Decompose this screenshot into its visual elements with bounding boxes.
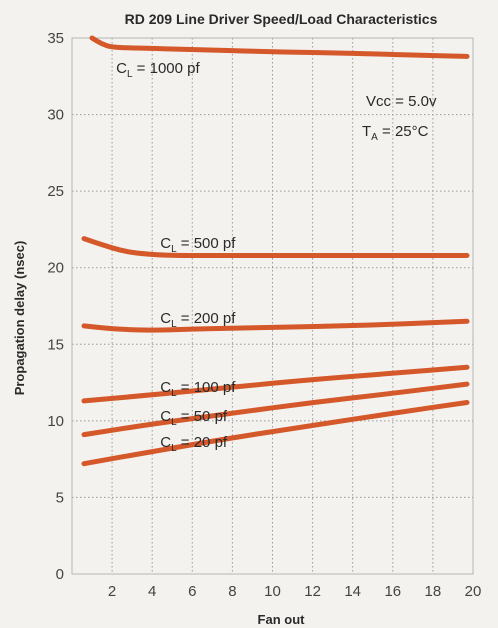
y-tick-label: 35 (47, 30, 64, 47)
series-line (81, 318, 470, 333)
x-tick-label: 8 (228, 583, 236, 600)
vcc-annotation: Vcc = 5.0v (366, 93, 437, 110)
y-tick-label: 5 (56, 489, 64, 506)
x-tick-labels: 2 4 6 8 10 12 14 16 18 20 (108, 583, 481, 600)
series-label: CL = 100 pf (160, 379, 236, 399)
y-tick-label: 20 (47, 260, 64, 277)
y-tick-label: 30 (47, 107, 64, 124)
y-axis-label: Propagation delay (nsec) (12, 241, 27, 396)
x-tick-label: 20 (465, 583, 482, 600)
x-tick-label: 14 (344, 583, 361, 600)
plot-frame (71, 37, 474, 575)
ta-annotation: TA = 25°C (362, 123, 429, 143)
series-line (89, 35, 470, 59)
series-line (81, 400, 470, 467)
y-tick-labels: 0 5 10 15 20 25 30 35 (47, 30, 64, 583)
series-label: CL = 20 pf (160, 434, 228, 454)
series-line (81, 236, 470, 258)
x-tick-label: 18 (425, 583, 442, 600)
y-tick-label: 25 (47, 183, 64, 200)
conditions-annotation: Vcc = 5.0v TA = 25°C (362, 93, 437, 143)
x-tick-label: 4 (148, 583, 156, 600)
series-label: CL = 200 pf (160, 310, 236, 330)
x-tick-label: 2 (108, 583, 116, 600)
x-tick-label: 10 (264, 583, 281, 600)
x-axis-label: Fan out (258, 612, 306, 627)
grid-lines (72, 38, 474, 574)
x-tick-label: 16 (384, 583, 401, 600)
series-line (81, 381, 470, 438)
series-label: CL = 50 pf (160, 408, 228, 428)
y-tick-label: 15 (47, 336, 64, 353)
y-tick-label: 0 (56, 566, 64, 583)
series-labels: CL = 1000 pf CL = 500 pf CL = 200 pf CL = 1… (116, 60, 236, 454)
y-tick-label: 10 (47, 413, 64, 430)
series-lines (81, 35, 470, 467)
series-line (81, 364, 470, 404)
x-tick-label: 6 (188, 583, 196, 600)
series-label: CL = 500 pf (160, 235, 236, 255)
series-label: CL = 1000 pf (116, 60, 200, 80)
x-tick-label: 12 (304, 583, 321, 600)
chart-title: RD 209 Line Driver Speed/Load Characteri… (125, 11, 438, 27)
